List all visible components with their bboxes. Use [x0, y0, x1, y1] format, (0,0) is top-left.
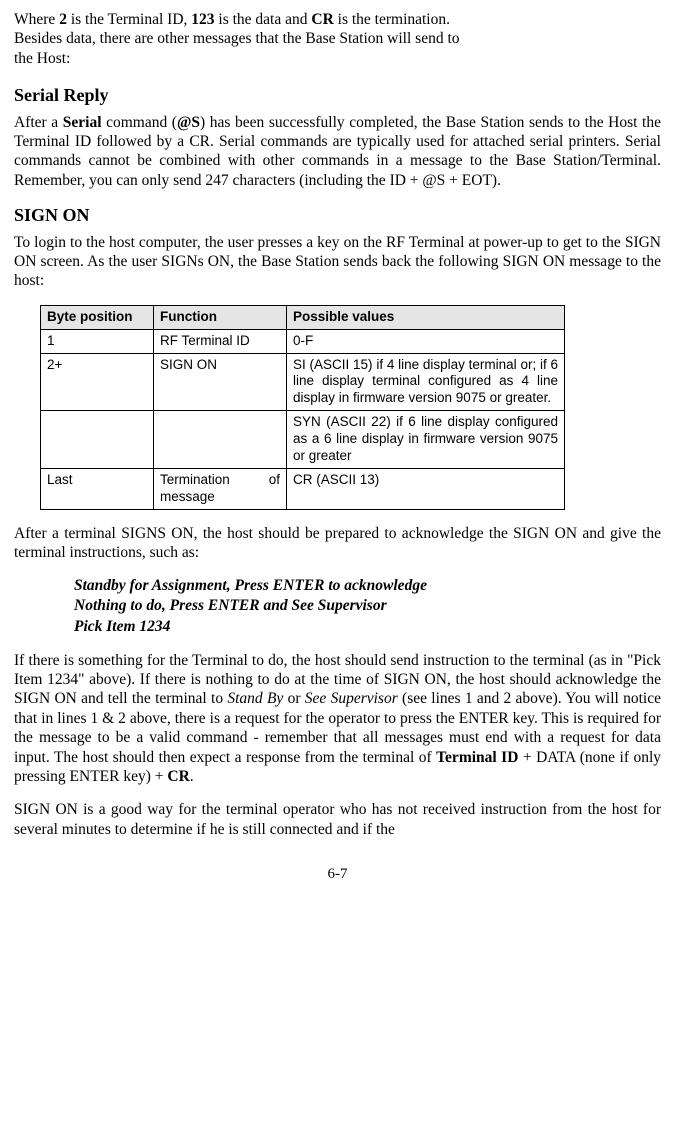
table-row: 1 RF Terminal ID 0-F [41, 329, 565, 353]
example-line: Standby for Assignment, Press ENTER to a… [74, 576, 661, 596]
body-paragraph-2: If there is something for the Terminal t… [14, 651, 661, 787]
table-cell: CR (ASCII 13) [287, 468, 565, 509]
intro-cr: CR [311, 11, 333, 28]
standby-text: Stand By [227, 690, 283, 707]
intro-line3: the Host: [14, 50, 70, 67]
at-s: @S [177, 114, 200, 131]
serial-word: Serial [63, 114, 102, 131]
sign-on-intro: To login to the host computer, the user … [14, 233, 661, 291]
intro-terminal-id: 2 [59, 11, 67, 28]
table-row: SYN (ASCII 22) if 6 line display configu… [41, 411, 565, 469]
cr-text: CR [167, 768, 189, 785]
example-line: Nothing to do, Press ENTER and See Super… [74, 596, 661, 616]
table-header: Byte position [41, 305, 154, 329]
table-cell: RF Terminal ID [154, 329, 287, 353]
table-cell: 1 [41, 329, 154, 353]
examples-block: Standby for Assignment, Press ENTER to a… [74, 576, 661, 636]
intro-text: Where [14, 11, 59, 28]
text: command ( [102, 114, 177, 131]
table-cell [41, 411, 154, 469]
serial-reply-heading: Serial Reply [14, 84, 661, 107]
serial-reply-body: After a Serial command (@S) has been suc… [14, 113, 661, 191]
intro-paragraph: Where 2 is the Terminal ID, 123 is the d… [14, 10, 661, 68]
text: or [283, 690, 304, 707]
intro-text: is the termination. [334, 11, 450, 28]
terminal-id-text: Terminal ID [436, 749, 518, 766]
table-cell: SYN (ASCII 22) if 6 line display configu… [287, 411, 565, 469]
table-cell: Termination of message [154, 468, 287, 509]
table-cell: SI (ASCII 15) if 4 line display terminal… [287, 353, 565, 411]
intro-line2: Besides data, there are other messages t… [14, 30, 460, 47]
table-header-row: Byte position Function Possible values [41, 305, 565, 329]
intro-text: is the data and [215, 11, 312, 28]
sign-on-heading: SIGN ON [14, 204, 661, 227]
after-table-text: After a terminal SIGNS ON, the host shou… [14, 524, 661, 563]
intro-text: is the Terminal ID, [67, 11, 191, 28]
text: After a [14, 114, 63, 131]
example-line: Pick Item 1234 [74, 617, 661, 637]
page-number: 6-7 [14, 865, 661, 884]
table-cell: Last [41, 468, 154, 509]
table-cell [154, 411, 287, 469]
table-row: 2+ SIGN ON SI (ASCII 15) if 4 line displ… [41, 353, 565, 411]
sign-on-table: Byte position Function Possible values 1… [40, 305, 565, 510]
table-cell: 2+ [41, 353, 154, 411]
see-supervisor-text: See Supervisor [305, 690, 398, 707]
table-header: Function [154, 305, 287, 329]
table-cell: SIGN ON [154, 353, 287, 411]
intro-data: 123 [191, 11, 214, 28]
table-cell: 0-F [287, 329, 565, 353]
table-header: Possible values [287, 305, 565, 329]
text: . [190, 768, 194, 785]
body-paragraph-3: SIGN ON is a good way for the terminal o… [14, 800, 661, 839]
table-row: Last Termination of message CR (ASCII 13… [41, 468, 565, 509]
